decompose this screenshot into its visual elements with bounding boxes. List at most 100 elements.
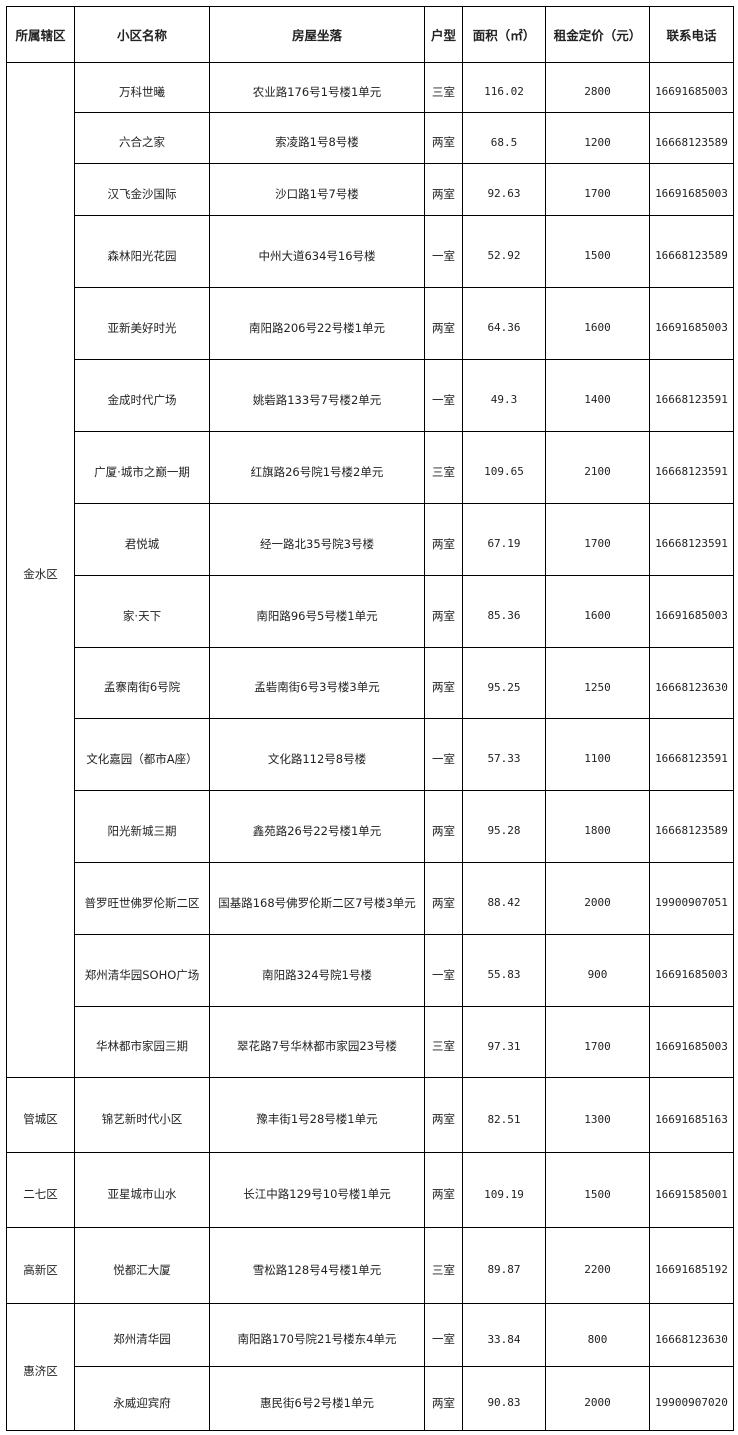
rent-cell: 1700 bbox=[545, 163, 650, 216]
phone-cell: 16691685003 bbox=[649, 62, 734, 113]
address-cell: 国基路168号佛罗伦斯二区7号楼3单元 bbox=[209, 862, 425, 935]
address-cell: 姚砦路133号7号楼2单元 bbox=[209, 359, 425, 432]
header-district: 所属辖区 bbox=[6, 6, 75, 63]
layout-cell: 两室 bbox=[424, 575, 463, 648]
layout-cell: 三室 bbox=[424, 1227, 463, 1304]
header-area: 面积（㎡） bbox=[462, 6, 546, 63]
layout-cell: 三室 bbox=[424, 1006, 463, 1078]
community-name-cell: 悦都汇大厦 bbox=[74, 1227, 210, 1304]
header-address: 房屋坐落 bbox=[209, 6, 425, 63]
table-row: 家·天下 南阳路96号5号楼1单元 两室 85.36 1600 16691685003 bbox=[7, 575, 734, 648]
table-row: 普罗旺世佛罗伦斯二区 国基路168号佛罗伦斯二区7号楼3单元 两室 88.42 2000… bbox=[7, 862, 734, 935]
rent-cell: 2800 bbox=[545, 62, 650, 113]
table-row: 高新区 悦都汇大厦 雪松路128号4号楼1单元 三室 89.87 2200 16691685… bbox=[6, 1227, 734, 1304]
community-name-cell: 锦艺新时代小区 bbox=[74, 1077, 210, 1153]
layout-cell: 一室 bbox=[424, 359, 463, 432]
address-cell: 中州大道634号16号楼 bbox=[209, 215, 425, 288]
layout-cell: 两室 bbox=[424, 862, 463, 935]
district-cell: 高新区 bbox=[6, 1227, 75, 1304]
community-name-cell: 汉飞金沙国际 bbox=[74, 163, 210, 216]
community-name-cell: 永威迎宾府 bbox=[74, 1366, 210, 1431]
community-name-cell: 普罗旺世佛罗伦斯二区 bbox=[74, 862, 210, 935]
address-cell: 索凌路1号8号楼 bbox=[209, 112, 425, 164]
address-cell: 红旗路26号院1号楼2单元 bbox=[209, 431, 425, 504]
layout-cell: 两室 bbox=[424, 287, 463, 360]
area-cell: 57.33 bbox=[462, 718, 546, 791]
phone-cell: 16691685163 bbox=[649, 1077, 734, 1153]
table-body: 金水区 万科世曦 农业路176号1号楼1单元 三室 116.02 2800 16691685… bbox=[6, 62, 734, 1431]
table-row: 汉飞金沙国际 沙口路1号7号楼 两室 92.63 1700 16691685003 bbox=[7, 163, 734, 216]
phone-cell: 16668123630 bbox=[649, 1303, 734, 1367]
layout-cell: 两室 bbox=[424, 1152, 463, 1228]
phone-cell: 16668123591 bbox=[649, 503, 734, 576]
community-name-cell: 万科世曦 bbox=[74, 62, 210, 113]
table-row: 郑州清华园SOHO广场 南阳路324号院1号楼 一室 55.83 900 16691685… bbox=[7, 934, 734, 1007]
area-cell: 68.5 bbox=[462, 112, 546, 164]
layout-cell: 三室 bbox=[424, 431, 463, 504]
rent-cell: 1200 bbox=[545, 112, 650, 164]
rent-cell: 1100 bbox=[545, 718, 650, 791]
community-name-cell: 广厦·城市之巅一期 bbox=[74, 431, 210, 504]
phone-cell: 16691685003 bbox=[649, 575, 734, 648]
area-cell: 109.65 bbox=[462, 431, 546, 504]
community-name-cell: 君悦城 bbox=[74, 503, 210, 576]
area-cell: 33.84 bbox=[462, 1303, 546, 1367]
community-name-cell: 文化嘉园（都市A座） bbox=[74, 718, 210, 791]
area-cell: 85.36 bbox=[462, 575, 546, 648]
layout-cell: 一室 bbox=[424, 934, 463, 1007]
table-row: 华林都市家园三期 翠花路7号华林都市家园23号楼 三室 97.31 1700 166916… bbox=[7, 1006, 734, 1078]
area-cell: 89.87 bbox=[462, 1227, 546, 1304]
table-row: 文化嘉园（都市A座） 文化路112号8号楼 一室 57.33 1100 166681235… bbox=[7, 718, 734, 791]
header-row: 所属辖区 小区名称 房屋坐落 户型 面积（㎡） 租金定价（元） 联系电话 bbox=[6, 6, 734, 63]
address-cell: 惠民街6号2号楼1单元 bbox=[209, 1366, 425, 1431]
community-name-cell: 六合之家 bbox=[74, 112, 210, 164]
phone-cell: 16691685192 bbox=[649, 1227, 734, 1304]
community-name-cell: 阳光新城三期 bbox=[74, 790, 210, 863]
table-row: 六合之家 索凌路1号8号楼 两室 68.5 1200 16668123589 bbox=[7, 112, 734, 164]
header-community: 小区名称 bbox=[74, 6, 210, 63]
area-cell: 92.63 bbox=[462, 163, 546, 216]
community-name-cell: 孟寨南街6号院 bbox=[74, 647, 210, 719]
rent-cell: 1250 bbox=[545, 647, 650, 719]
phone-cell: 16691685003 bbox=[649, 163, 734, 216]
layout-cell: 一室 bbox=[424, 215, 463, 288]
area-cell: 116.02 bbox=[462, 62, 546, 113]
address-cell: 南阳路324号院1号楼 bbox=[209, 934, 425, 1007]
rent-cell: 1700 bbox=[545, 1006, 650, 1078]
rent-cell: 1500 bbox=[545, 215, 650, 288]
layout-cell: 一室 bbox=[424, 1303, 463, 1367]
table-row: 君悦城 经一路北35号院3号楼 两室 67.19 1700 16668123591 bbox=[7, 503, 734, 576]
table-row: 管城区 锦艺新时代小区 豫丰街1号28号楼1单元 两室 82.51 1300 1669168… bbox=[6, 1077, 734, 1153]
area-cell: 90.83 bbox=[462, 1366, 546, 1431]
header-rent: 租金定价（元） bbox=[545, 6, 650, 63]
phone-cell: 16691685003 bbox=[649, 1006, 734, 1078]
phone-cell: 16668123591 bbox=[649, 431, 734, 504]
address-cell: 南阳路170号院21号楼东4单元 bbox=[209, 1303, 425, 1367]
table-row: 阳光新城三期 鑫苑路26号22号楼1单元 两室 95.28 1800 1666812358… bbox=[7, 790, 734, 863]
area-cell: 55.83 bbox=[462, 934, 546, 1007]
table-row: 广厦·城市之巅一期 红旗路26号院1号楼2单元 三室 109.65 2100 166681… bbox=[7, 431, 734, 504]
rent-cell: 800 bbox=[545, 1303, 650, 1367]
community-name-cell: 郑州清华园 bbox=[74, 1303, 210, 1367]
layout-cell: 三室 bbox=[424, 62, 463, 113]
rent-cell: 1400 bbox=[545, 359, 650, 432]
phone-cell: 16668123630 bbox=[649, 647, 734, 719]
rental-listing-table: 所属辖区 小区名称 房屋坐落 户型 面积（㎡） 租金定价（元） 联系电话 金水区… bbox=[6, 6, 734, 1431]
area-cell: 82.51 bbox=[462, 1077, 546, 1153]
area-cell: 95.28 bbox=[462, 790, 546, 863]
area-cell: 88.42 bbox=[462, 862, 546, 935]
table-row: 金成时代广场 姚砦路133号7号楼2单元 一室 49.3 1400 16668123591 bbox=[7, 359, 734, 432]
address-cell: 孟砦南街6号3号楼3单元 bbox=[209, 647, 425, 719]
community-name-cell: 森林阳光花园 bbox=[74, 215, 210, 288]
rent-cell: 1700 bbox=[545, 503, 650, 576]
rent-cell: 2000 bbox=[545, 1366, 650, 1431]
address-cell: 沙口路1号7号楼 bbox=[209, 163, 425, 216]
community-name-cell: 家·天下 bbox=[74, 575, 210, 648]
phone-cell: 16668123591 bbox=[649, 718, 734, 791]
phone-cell: 19900907051 bbox=[649, 862, 734, 935]
phone-cell: 16668123591 bbox=[649, 359, 734, 432]
community-name-cell: 亚新美好时光 bbox=[74, 287, 210, 360]
community-name-cell: 亚星城市山水 bbox=[74, 1152, 210, 1228]
header-phone: 联系电话 bbox=[649, 6, 734, 63]
rent-cell: 1600 bbox=[545, 575, 650, 648]
